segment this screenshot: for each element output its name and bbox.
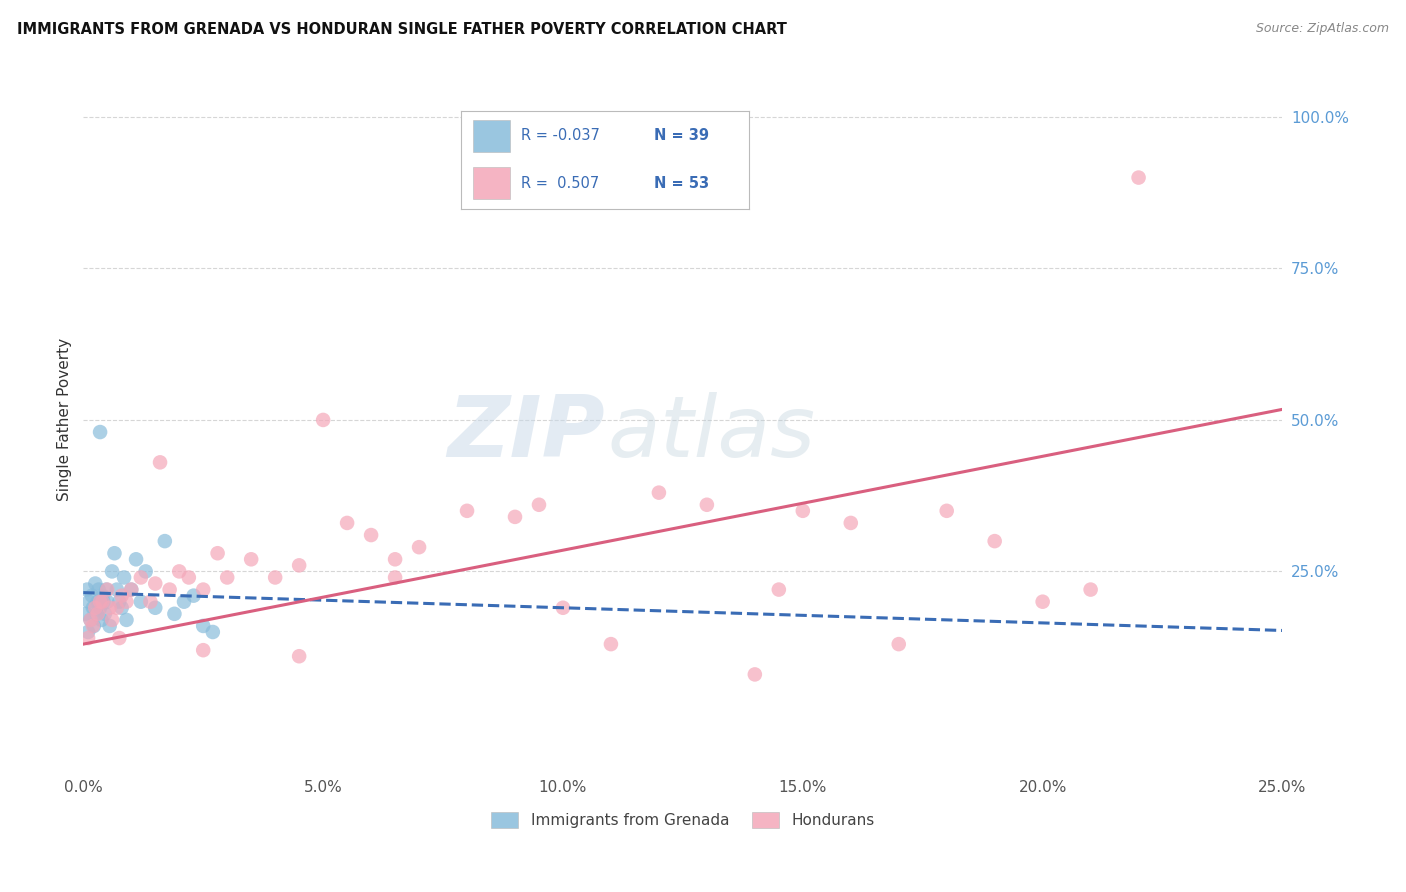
- Point: [89, 600, 111, 615]
- Point: [82, 619, 104, 633]
- Point: [768, 582, 790, 597]
- Point: [360, 528, 382, 542]
- Point: [120, 582, 142, 597]
- Point: [98, 619, 121, 633]
- Point: [456, 504, 478, 518]
- Point: [935, 504, 957, 518]
- Point: [103, 546, 125, 560]
- Text: IMMIGRANTS FROM GRENADA VS HONDURAN SINGLE FATHER POVERTY CORRELATION CHART: IMMIGRANTS FROM GRENADA VS HONDURAN SING…: [17, 22, 787, 37]
- Point: [177, 570, 200, 584]
- Point: [163, 607, 186, 621]
- Point: [93, 595, 115, 609]
- Point: [105, 582, 128, 597]
- Point: [96, 595, 118, 609]
- Text: Source: ZipAtlas.com: Source: ZipAtlas.com: [1256, 22, 1389, 36]
- Point: [312, 413, 335, 427]
- Point: [84, 600, 107, 615]
- Point: [1080, 582, 1102, 597]
- Point: [648, 485, 671, 500]
- Point: [98, 600, 121, 615]
- Point: [696, 498, 718, 512]
- Point: [153, 534, 176, 549]
- Point: [135, 565, 157, 579]
- Point: [744, 667, 766, 681]
- Point: [83, 619, 105, 633]
- Text: ZIP: ZIP: [447, 392, 605, 475]
- Point: [86, 595, 108, 609]
- Point: [87, 582, 110, 597]
- Point: [201, 625, 224, 640]
- Point: [193, 582, 215, 597]
- Point: [79, 613, 101, 627]
- Point: [112, 570, 135, 584]
- Point: [90, 613, 112, 627]
- Point: [86, 607, 108, 621]
- Point: [77, 631, 100, 645]
- Point: [77, 595, 100, 609]
- Point: [75, 607, 97, 621]
- Point: [193, 619, 215, 633]
- Point: [77, 625, 100, 640]
- Point: [101, 565, 124, 579]
- Point: [111, 600, 134, 615]
- Point: [108, 631, 131, 645]
- Point: [91, 595, 114, 609]
- Point: [887, 637, 910, 651]
- Point: [105, 600, 128, 615]
- Point: [173, 595, 195, 609]
- Point: [125, 552, 148, 566]
- Point: [384, 570, 406, 584]
- Point: [408, 540, 430, 554]
- Point: [384, 552, 406, 566]
- Point: [527, 498, 550, 512]
- Point: [86, 607, 108, 621]
- Point: [76, 582, 98, 597]
- Point: [1128, 170, 1150, 185]
- Point: [96, 582, 118, 597]
- Point: [240, 552, 263, 566]
- Point: [79, 613, 101, 627]
- Point: [143, 576, 166, 591]
- Point: [129, 595, 152, 609]
- Point: [84, 576, 107, 591]
- Legend: Immigrants from Grenada, Hondurans: Immigrants from Grenada, Hondurans: [485, 805, 882, 834]
- Point: [115, 613, 138, 627]
- Point: [503, 509, 526, 524]
- Point: [288, 558, 311, 573]
- Point: [336, 516, 359, 530]
- Point: [120, 582, 142, 597]
- Point: [183, 589, 205, 603]
- Point: [839, 516, 862, 530]
- Point: [167, 565, 190, 579]
- Point: [288, 649, 311, 664]
- Point: [96, 582, 118, 597]
- Point: [551, 600, 574, 615]
- Point: [264, 570, 287, 584]
- Point: [159, 582, 181, 597]
- Point: [108, 595, 131, 609]
- Point: [89, 425, 111, 439]
- Point: [600, 637, 623, 651]
- Point: [193, 643, 215, 657]
- Point: [792, 504, 814, 518]
- Point: [111, 589, 134, 603]
- Point: [129, 570, 152, 584]
- Point: [94, 607, 117, 621]
- Y-axis label: Single Father Poverty: Single Father Poverty: [58, 338, 72, 501]
- Point: [115, 595, 138, 609]
- Point: [91, 589, 114, 603]
- Point: [82, 600, 104, 615]
- Point: [217, 570, 239, 584]
- Point: [1032, 595, 1054, 609]
- Point: [101, 613, 124, 627]
- Point: [143, 600, 166, 615]
- Point: [149, 455, 172, 469]
- Point: [89, 595, 111, 609]
- Text: atlas: atlas: [607, 392, 815, 475]
- Point: [983, 534, 1005, 549]
- Point: [139, 595, 162, 609]
- Point: [80, 589, 103, 603]
- Point: [207, 546, 229, 560]
